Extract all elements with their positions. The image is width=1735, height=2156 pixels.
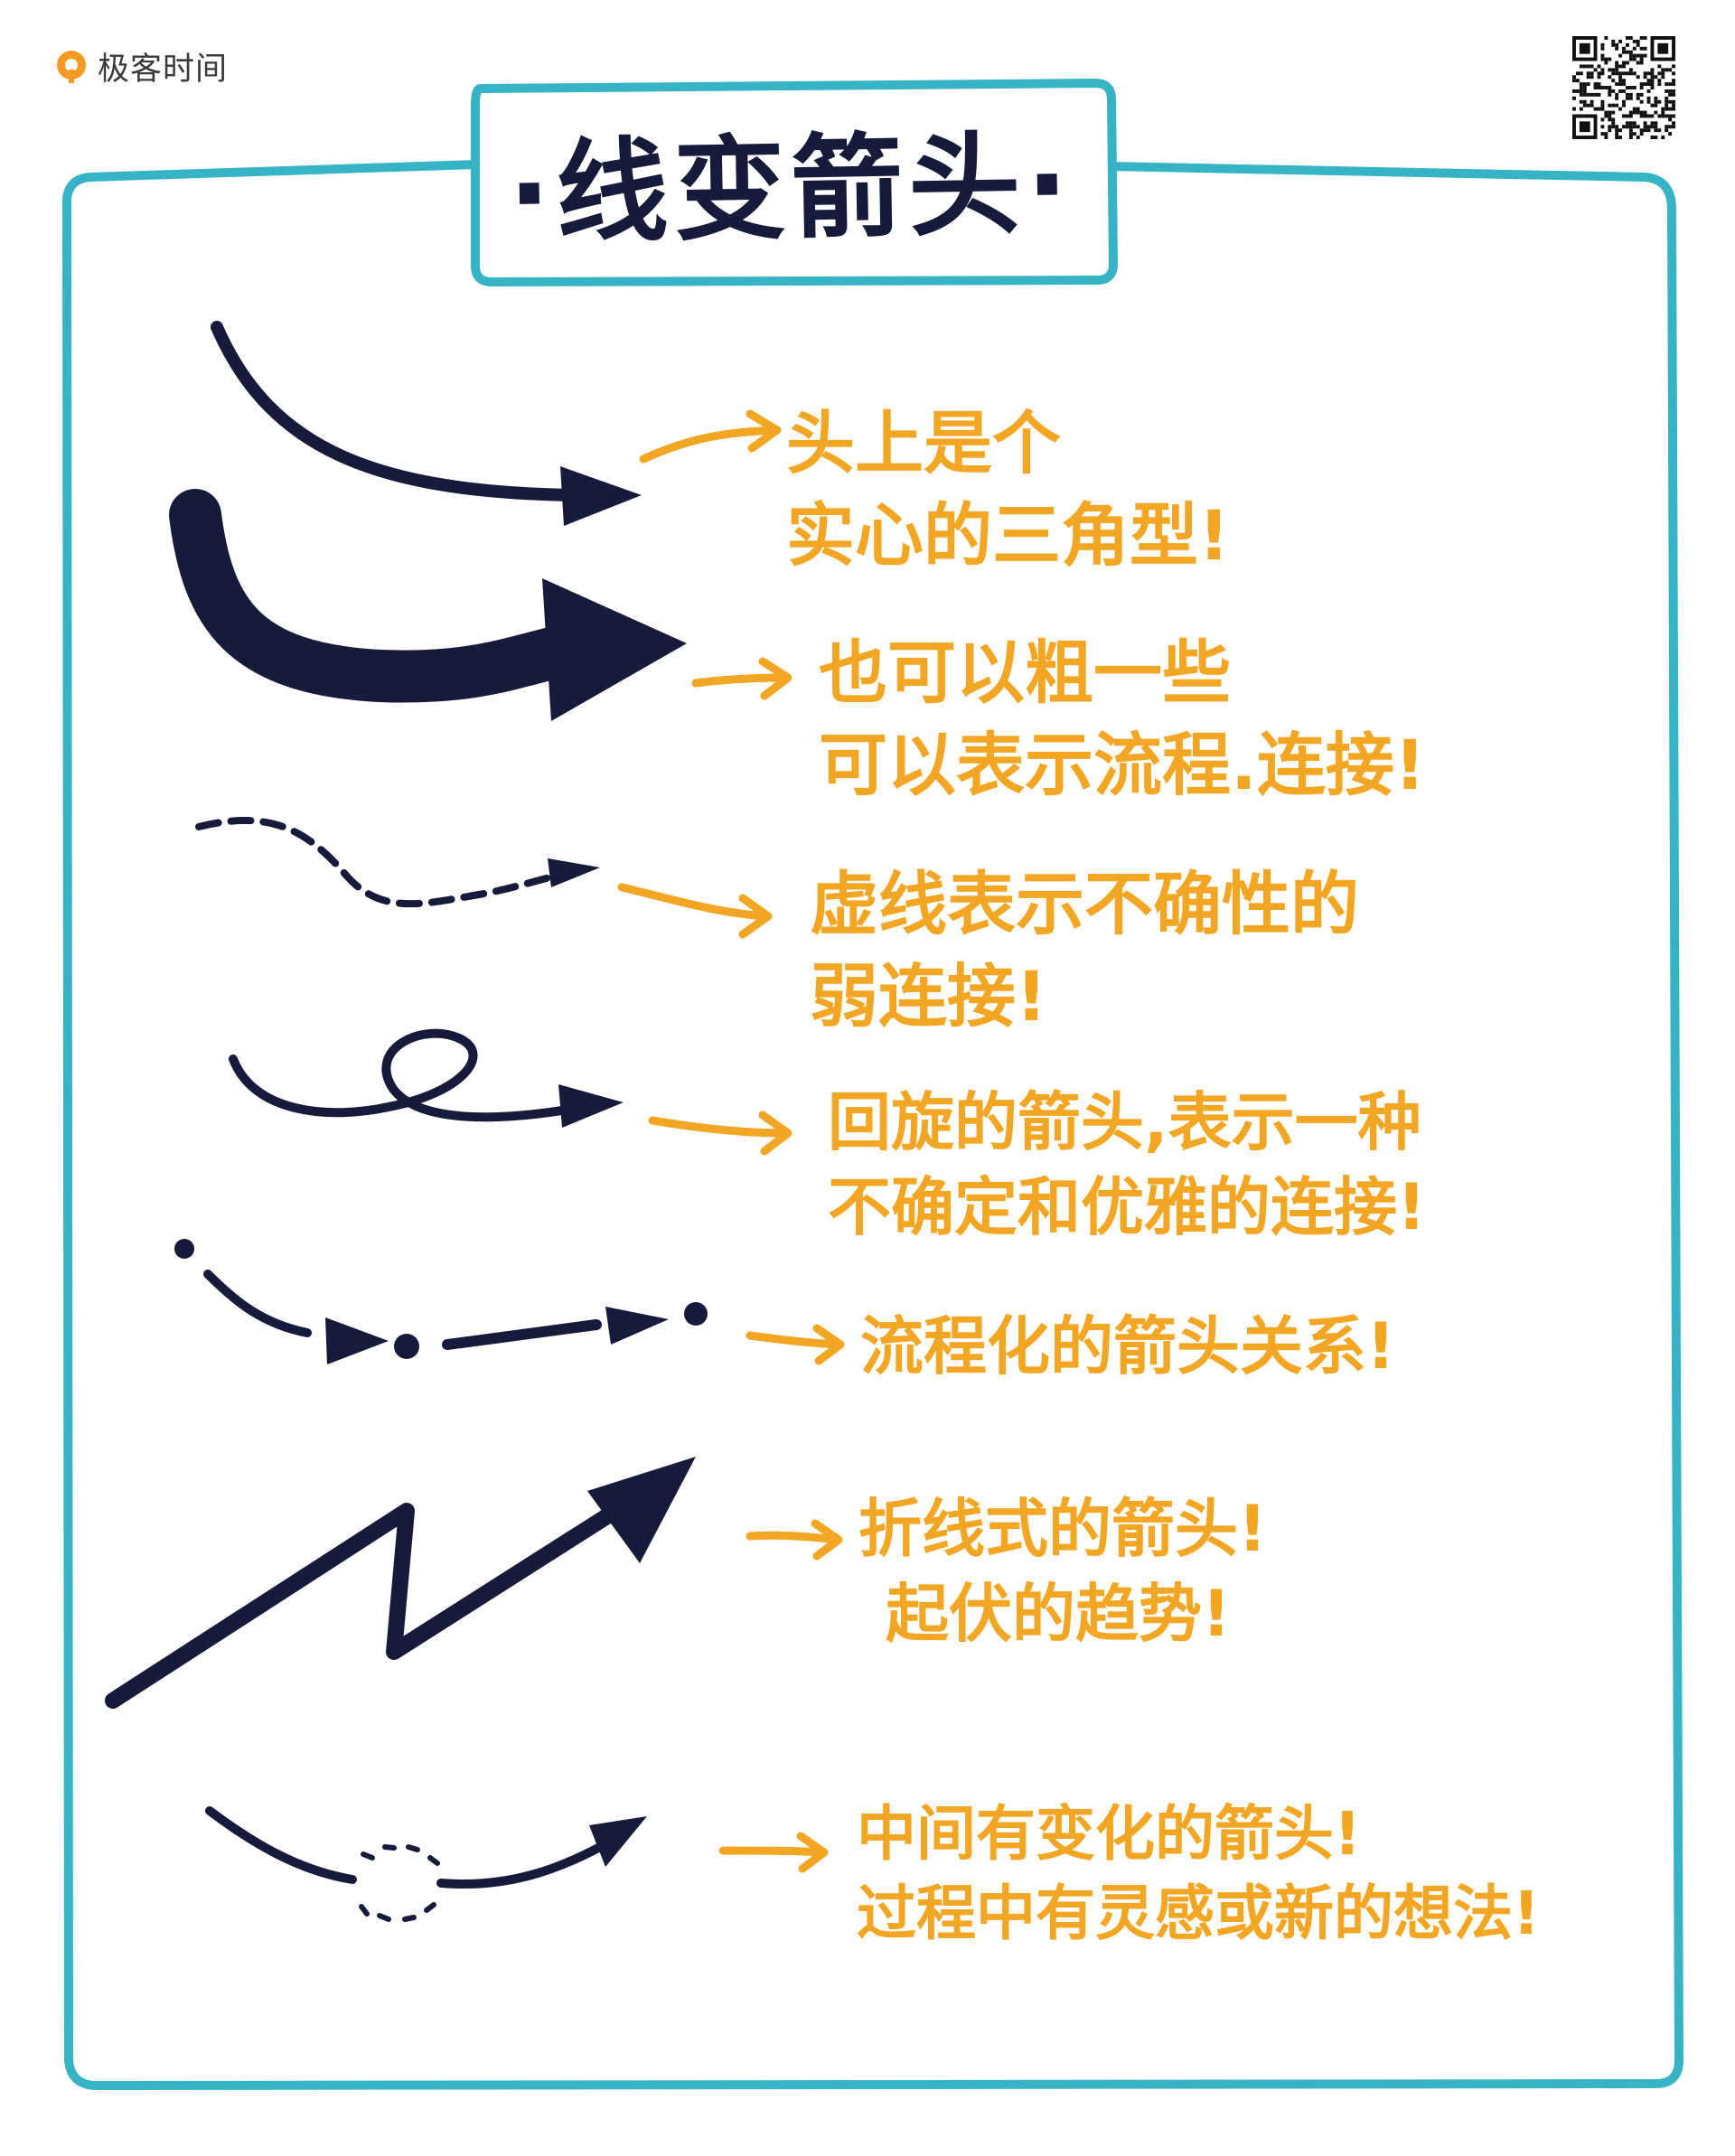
note-line: 也可以粗一些 — [819, 633, 1231, 713]
pointer-arrow-icon — [648, 1111, 792, 1156]
note-triangle-head: 头上是个 实心的三角型! — [786, 398, 1230, 582]
pointer-arrow-icon — [746, 1519, 843, 1561]
dashed-arrow-head — [548, 858, 600, 887]
sparkle-marks — [359, 1844, 440, 1922]
pointer-arrow-icon — [691, 657, 792, 700]
note-line: 中间有变化的箭头! — [857, 1799, 1362, 1869]
flow-end-dot — [684, 1302, 708, 1326]
brand-logo: 极客时间 — [52, 43, 228, 89]
note-line: 过程中有灵感或新的想法! — [857, 1879, 1541, 1949]
dashed-curved-arrow — [195, 817, 573, 908]
thick-curved-arrow — [169, 489, 596, 703]
pointer-arrow-icon — [746, 1324, 845, 1365]
brand-name: 极客时间 — [98, 52, 229, 88]
zigzag-arrow-head — [587, 1457, 696, 1563]
flow-arrow-head-1 — [325, 1317, 389, 1364]
thick-arrow-head — [542, 578, 687, 721]
note-line: 可以表示流程.连接! — [819, 724, 1426, 805]
note-line: 折线式的箭头! — [858, 1492, 1267, 1566]
sparkle-arrow-start — [205, 1806, 357, 1884]
note-thick-arrow: 也可以粗一些 可以表示流程.连接! — [819, 627, 1426, 811]
loop-arrow — [229, 1028, 583, 1122]
note-sparkle-arrow: 中间有变化的箭头! 过程中有灵感或新的想法! — [857, 1795, 1540, 1954]
thin-curved-arrow — [211, 321, 585, 502]
note-zigzag-arrow: 折线式的箭头! 起伏的趋势! — [858, 1487, 1267, 1657]
flow-start-dot — [174, 1239, 194, 1259]
note-loop-arrow: 回旋的箭头,表示一种 不确定和优雅的连接! — [828, 1081, 1426, 1251]
pointer-arrow-icon — [617, 883, 773, 939]
zigzag-arrow — [105, 1492, 641, 1709]
note-line: 头上是个 — [786, 403, 1061, 483]
note-flow-arrow: 流程化的箭头关系! — [860, 1305, 1395, 1390]
note-line: 起伏的趋势! — [886, 1576, 1231, 1651]
loop-arrow-head — [558, 1084, 624, 1128]
qr-code-icon — [1572, 36, 1675, 139]
note-line: 实心的三角型! — [786, 494, 1230, 576]
logo-icon — [57, 50, 86, 83]
pointer-arrow-icon — [718, 1832, 829, 1873]
note-dashed-arrow: 虚线表示不确性的 弱连接! — [810, 858, 1359, 1043]
process-arrow-segment-2 — [442, 1319, 602, 1350]
note-line: 弱连接! — [810, 955, 1047, 1036]
note-line: 虚线表示不确性的 — [810, 864, 1359, 944]
sparkle-arrow-end — [436, 1834, 619, 1889]
note-line: 不确定和优雅的连接! — [828, 1169, 1426, 1244]
sparkle-arrow-head — [589, 1816, 647, 1867]
thin-arrow-head — [560, 466, 642, 526]
pointer-arrow-icon — [639, 409, 782, 464]
flow-middle-dot — [394, 1334, 419, 1359]
flow-arrow-head-2 — [605, 1307, 669, 1345]
process-arrow-segment-1 — [203, 1270, 312, 1337]
note-line: 流程化的箭头关系! — [860, 1309, 1395, 1383]
note-line: 回旋的箭头,表示一种 — [828, 1085, 1421, 1159]
